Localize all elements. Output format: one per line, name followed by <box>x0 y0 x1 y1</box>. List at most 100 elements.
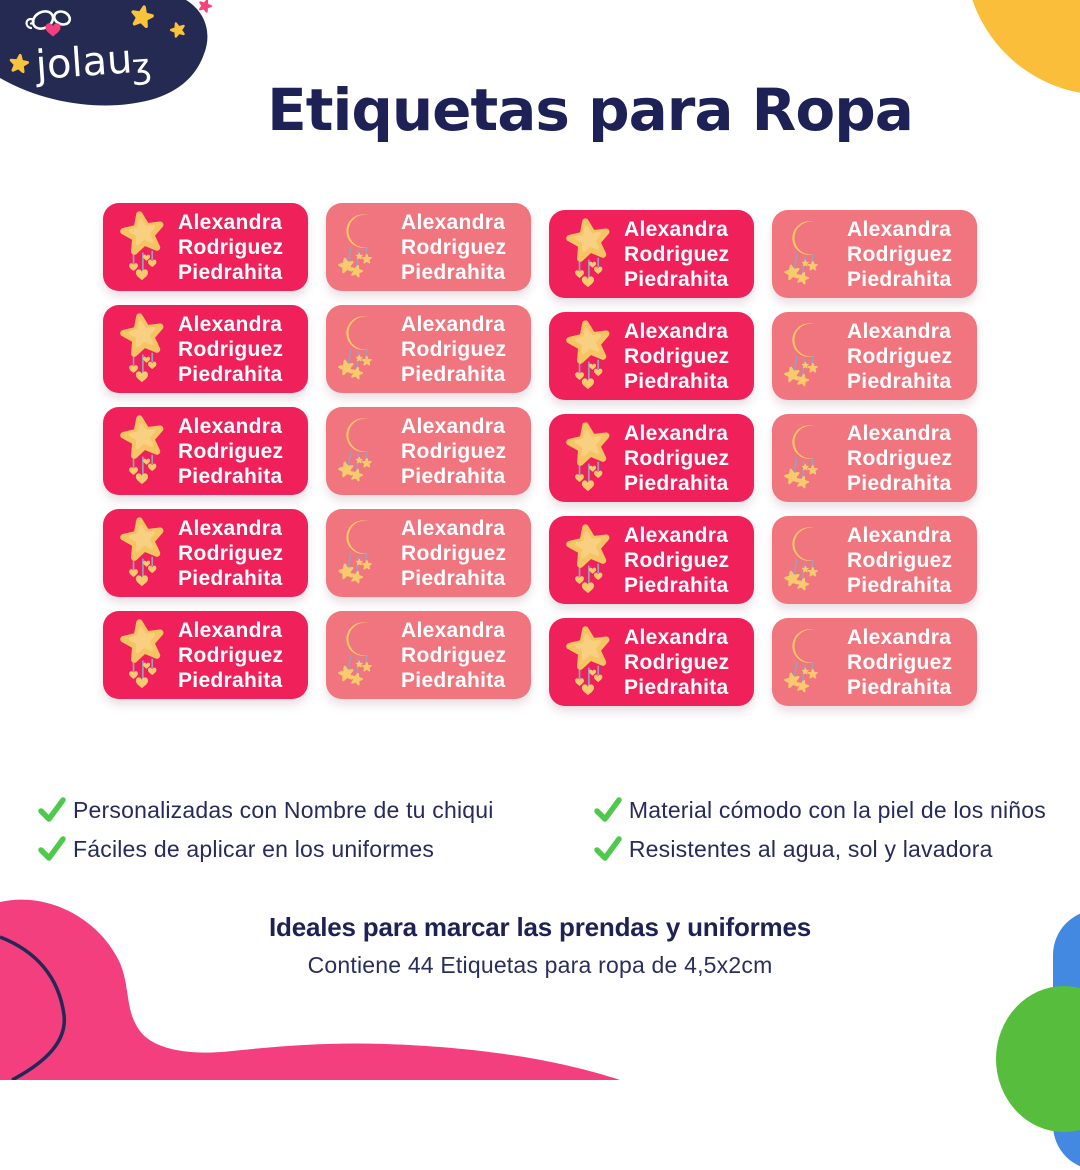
label-name-line: Rodriguez <box>401 643 507 667</box>
label-name: Alexandra Rodriguez Piedrahita <box>178 516 283 591</box>
label-name-line: Alexandra <box>401 210 506 234</box>
star-mobile-icon <box>559 623 615 701</box>
label-name-line: Alexandra <box>401 516 506 540</box>
label-name: Alexandra Rodriguez Piedrahita <box>401 312 506 387</box>
label-name-line: Alexandra <box>624 625 729 649</box>
label-name-line: Alexandra <box>401 414 506 438</box>
clothing-label: Alexandra Rodriguez Piedrahita <box>772 312 977 400</box>
moon-mobile-icon <box>782 521 838 599</box>
label-name-line: Alexandra <box>178 618 283 642</box>
feature-text: Resistentes al agua, sol y lavadora <box>628 835 993 862</box>
label-name-line: Alexandra <box>624 217 729 241</box>
label-name-line: Rodriguez <box>178 439 284 463</box>
label-name-line: Rodriguez <box>624 650 730 674</box>
label-name-line: Rodriguez <box>401 439 507 463</box>
label-name-line: Alexandra <box>178 516 283 540</box>
moon-mobile-icon <box>336 208 392 286</box>
label-name-line: Piedrahita <box>401 464 506 488</box>
clothing-label: Alexandra Rodriguez Piedrahita <box>326 305 531 393</box>
label-name-line: Rodriguez <box>178 235 284 259</box>
green-blob-decor <box>996 986 1080 1132</box>
label-name-line: Alexandra <box>847 421 952 445</box>
moon-mobile-icon <box>782 215 838 293</box>
label-name-line: Piedrahita <box>178 362 283 386</box>
clothing-label: Alexandra Rodriguez Piedrahita <box>326 509 531 597</box>
label-name: Alexandra Rodriguez Piedrahita <box>847 319 952 394</box>
label-name-line: Rodriguez <box>178 541 284 565</box>
label-name-line: Rodriguez <box>401 541 507 565</box>
features-right-column: Material cómodo con la piel de los niños… <box>592 793 1046 866</box>
label-name-line: Piedrahita <box>178 566 283 590</box>
label-name-line: Piedrahita <box>401 566 506 590</box>
clothing-label: Alexandra Rodriguez Piedrahita <box>103 509 308 597</box>
label-name-line: Rodriguez <box>847 446 953 470</box>
clothing-label: Alexandra Rodriguez Piedrahita <box>103 305 308 393</box>
label-name-line: Rodriguez <box>624 344 730 368</box>
check-icon <box>592 834 624 864</box>
label-name: Alexandra Rodriguez Piedrahita <box>624 523 729 598</box>
clothing-label: Alexandra Rodriguez Piedrahita <box>326 611 531 699</box>
label-name-line: Piedrahita <box>847 369 952 393</box>
moon-mobile-icon <box>336 514 392 592</box>
moon-mobile-icon <box>336 310 392 388</box>
moon-mobile-icon <box>782 317 838 395</box>
label-name: Alexandra Rodriguez Piedrahita <box>624 625 729 700</box>
check-icon <box>592 795 624 825</box>
star-mobile-icon <box>559 419 615 497</box>
label-name: Alexandra Rodriguez Piedrahita <box>178 210 283 285</box>
label-name-line: Piedrahita <box>178 464 283 488</box>
label-name-line: Piedrahita <box>178 260 283 284</box>
star-mobile-icon <box>113 514 169 592</box>
clothing-label: Alexandra Rodriguez Piedrahita <box>772 618 977 706</box>
label-name-line: Alexandra <box>178 414 283 438</box>
label-name-line: Rodriguez <box>401 235 507 259</box>
label-name-line: Piedrahita <box>401 668 506 692</box>
clothing-label: Alexandra Rodriguez Piedrahita <box>549 312 754 400</box>
clothing-label: Alexandra Rodriguez Piedrahita <box>103 407 308 495</box>
labels-grid: Alexandra Rodriguez Piedrahita Alexandra… <box>103 203 977 706</box>
footer-subline: Contiene 44 Etiquetas para ropa de 4,5x2… <box>307 952 773 978</box>
label-name-line: Alexandra <box>847 523 952 547</box>
feature-item: Personalizadas con Nombre de tu chiqui <box>36 793 494 827</box>
star-mobile-icon <box>113 412 169 490</box>
star-mobile-icon <box>559 215 615 293</box>
label-name-line: Piedrahita <box>847 267 952 291</box>
clothing-label: Alexandra Rodriguez Piedrahita <box>549 618 754 706</box>
label-name: Alexandra Rodriguez Piedrahita <box>401 210 506 285</box>
pink-star-icon <box>196 0 214 14</box>
label-name-line: Rodriguez <box>847 242 953 266</box>
feature-text: Fáciles de aplicar en los uniformes <box>73 835 435 862</box>
check-icon <box>36 834 68 864</box>
feature-text: Material cómodo con la piel de los niños <box>628 796 1046 823</box>
clothing-label: Alexandra Rodriguez Piedrahita <box>549 414 754 502</box>
label-name-line: Piedrahita <box>624 369 729 393</box>
features-left-column: Personalizadas con Nombre de tu chiqui F… <box>36 793 494 866</box>
label-name-line: Rodriguez <box>178 337 284 361</box>
label-name-line: Rodriguez <box>847 650 953 674</box>
label-name-line: Rodriguez <box>624 548 730 572</box>
label-name-line: Rodriguez <box>178 643 284 667</box>
clothing-label: Alexandra Rodriguez Piedrahita <box>103 203 308 291</box>
label-name-line: Alexandra <box>401 312 506 336</box>
label-name-line: Piedrahita <box>847 675 952 699</box>
star-mobile-icon <box>559 521 615 599</box>
label-name: Alexandra Rodriguez Piedrahita <box>847 421 952 496</box>
moon-mobile-icon <box>336 616 392 694</box>
clothing-label: Alexandra Rodriguez Piedrahita <box>326 203 531 291</box>
star-mobile-icon <box>113 310 169 388</box>
label-name-line: Alexandra <box>847 625 952 649</box>
feature-item: Fáciles de aplicar en los uniformes <box>36 832 494 866</box>
label-name-line: Rodriguez <box>624 446 730 470</box>
moon-mobile-icon <box>782 623 838 701</box>
clothing-label: Alexandra Rodriguez Piedrahita <box>772 414 977 502</box>
label-name: Alexandra Rodriguez Piedrahita <box>847 523 952 598</box>
label-name-line: Alexandra <box>178 210 283 234</box>
check-icon <box>36 795 68 825</box>
label-name-line: Alexandra <box>847 319 952 343</box>
label-name-line: Alexandra <box>624 319 729 343</box>
label-name-line: Rodriguez <box>847 344 953 368</box>
feature-text: Personalizadas con Nombre de tu chiqui <box>73 796 494 823</box>
clothing-label: Alexandra Rodriguez Piedrahita <box>549 210 754 298</box>
clothing-label: Alexandra Rodriguez Piedrahita <box>772 210 977 298</box>
label-name: Alexandra Rodriguez Piedrahita <box>401 618 506 693</box>
